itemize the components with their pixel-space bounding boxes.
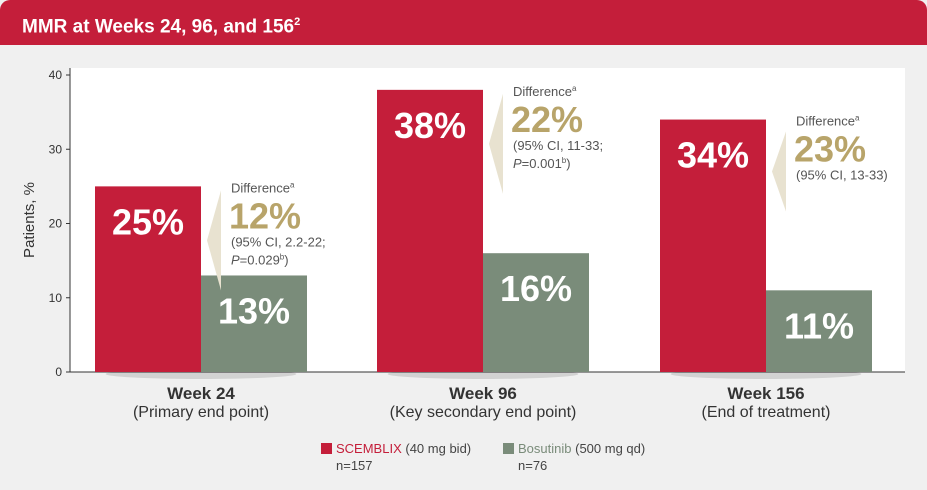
difference-p-value: P=0.029b) <box>231 252 289 267</box>
title-superscript: 2 <box>294 16 301 28</box>
legend-name: Bosutinib <box>518 441 572 456</box>
x-category-label: Week 24 <box>167 384 235 403</box>
difference-label: Differencea <box>513 84 577 99</box>
y-tick-label: 40 <box>49 68 63 82</box>
legend-n: n=157 <box>336 458 373 473</box>
difference-arrow-icon <box>489 93 503 194</box>
legend-item-scemblix: SCEMBLIX (40 mg bid) n=157 <box>321 440 471 474</box>
y-tick-label: 20 <box>49 217 63 231</box>
x-category-sublabel: (Primary end point) <box>133 404 269 421</box>
difference-arrow-icon <box>772 131 786 212</box>
chart-title: MMR at Weeks 24, 96, and 156 <box>22 16 295 38</box>
y-tick-label: 10 <box>49 291 63 305</box>
legend-n: n=76 <box>518 458 548 473</box>
bar-value-label: 25% <box>112 201 184 242</box>
bar-bosutinib <box>766 290 872 372</box>
x-category-label: Week 156 <box>727 384 804 403</box>
legend-swatch <box>503 443 514 454</box>
bar-value-label: 13% <box>218 290 290 331</box>
bar-value-label: 34% <box>677 135 749 176</box>
y-tick-label: 30 <box>49 142 63 156</box>
x-category-sublabel: (Key secondary end point) <box>390 404 577 421</box>
difference-label: Differencea <box>231 180 295 195</box>
difference-label: Differencea <box>796 114 860 129</box>
bar-value-label: 16% <box>500 268 572 309</box>
legend-detail: (40 mg bid) <box>405 441 472 456</box>
y-tick-label: 0 <box>55 365 62 379</box>
y-axis-label: Patients, % <box>21 182 38 258</box>
difference-ci: (95% CI, 11-33; <box>513 138 603 153</box>
bar-scemblix <box>95 186 201 372</box>
legend-detail: (500 mg qd) <box>575 441 646 456</box>
difference-ci: (95% CI, 2.2-22; <box>231 234 326 249</box>
bar-bosutinib <box>201 275 307 372</box>
bar-scemblix <box>377 89 483 372</box>
difference-value: 23% <box>794 129 866 170</box>
difference-arrow-icon <box>207 190 221 291</box>
bar-value-label: 11% <box>784 305 854 346</box>
difference-value: 12% <box>229 195 301 236</box>
bar-value-label: 38% <box>394 105 466 146</box>
difference-value: 22% <box>511 99 583 140</box>
bar-scemblix <box>660 119 766 372</box>
difference-ci: (95% CI, 13-33) <box>796 168 888 183</box>
bar-bosutinib <box>483 253 589 372</box>
legend-item-bosutinib: Bosutinib (500 mg qd) n=76 <box>503 440 645 474</box>
chart-header: MMR at Weeks 24, 96, and 1562 <box>0 0 927 45</box>
difference-p-value: P=0.001b) <box>513 156 571 171</box>
x-category-sublabel: (End of treatment) <box>702 404 831 421</box>
x-category-label: Week 96 <box>449 384 517 403</box>
legend-name: SCEMBLIX <box>336 441 402 456</box>
legend-swatch <box>321 443 332 454</box>
